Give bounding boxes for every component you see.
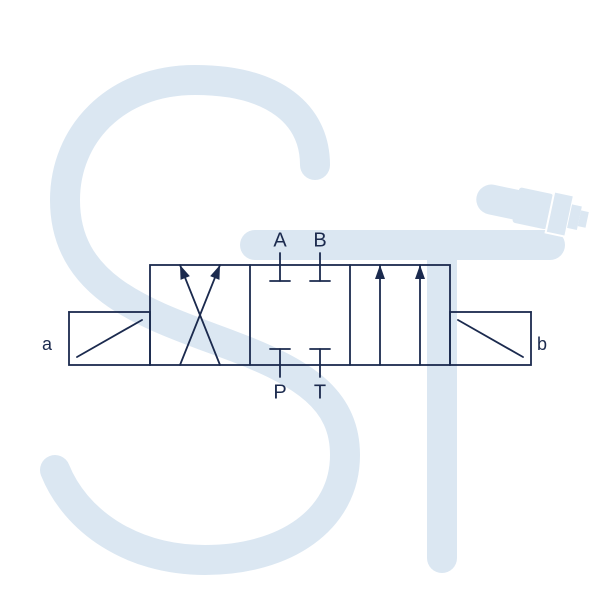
diagram-canvas: A B P Ta b [0, 0, 600, 600]
end-label-b: b [537, 334, 547, 354]
end-label-a: a [42, 334, 53, 354]
port-label-A: A [273, 229, 287, 251]
port-label-P: P [273, 381, 286, 403]
port-label-B: B [313, 229, 326, 251]
port-label-T: T [314, 381, 326, 403]
watermark [55, 80, 592, 560]
